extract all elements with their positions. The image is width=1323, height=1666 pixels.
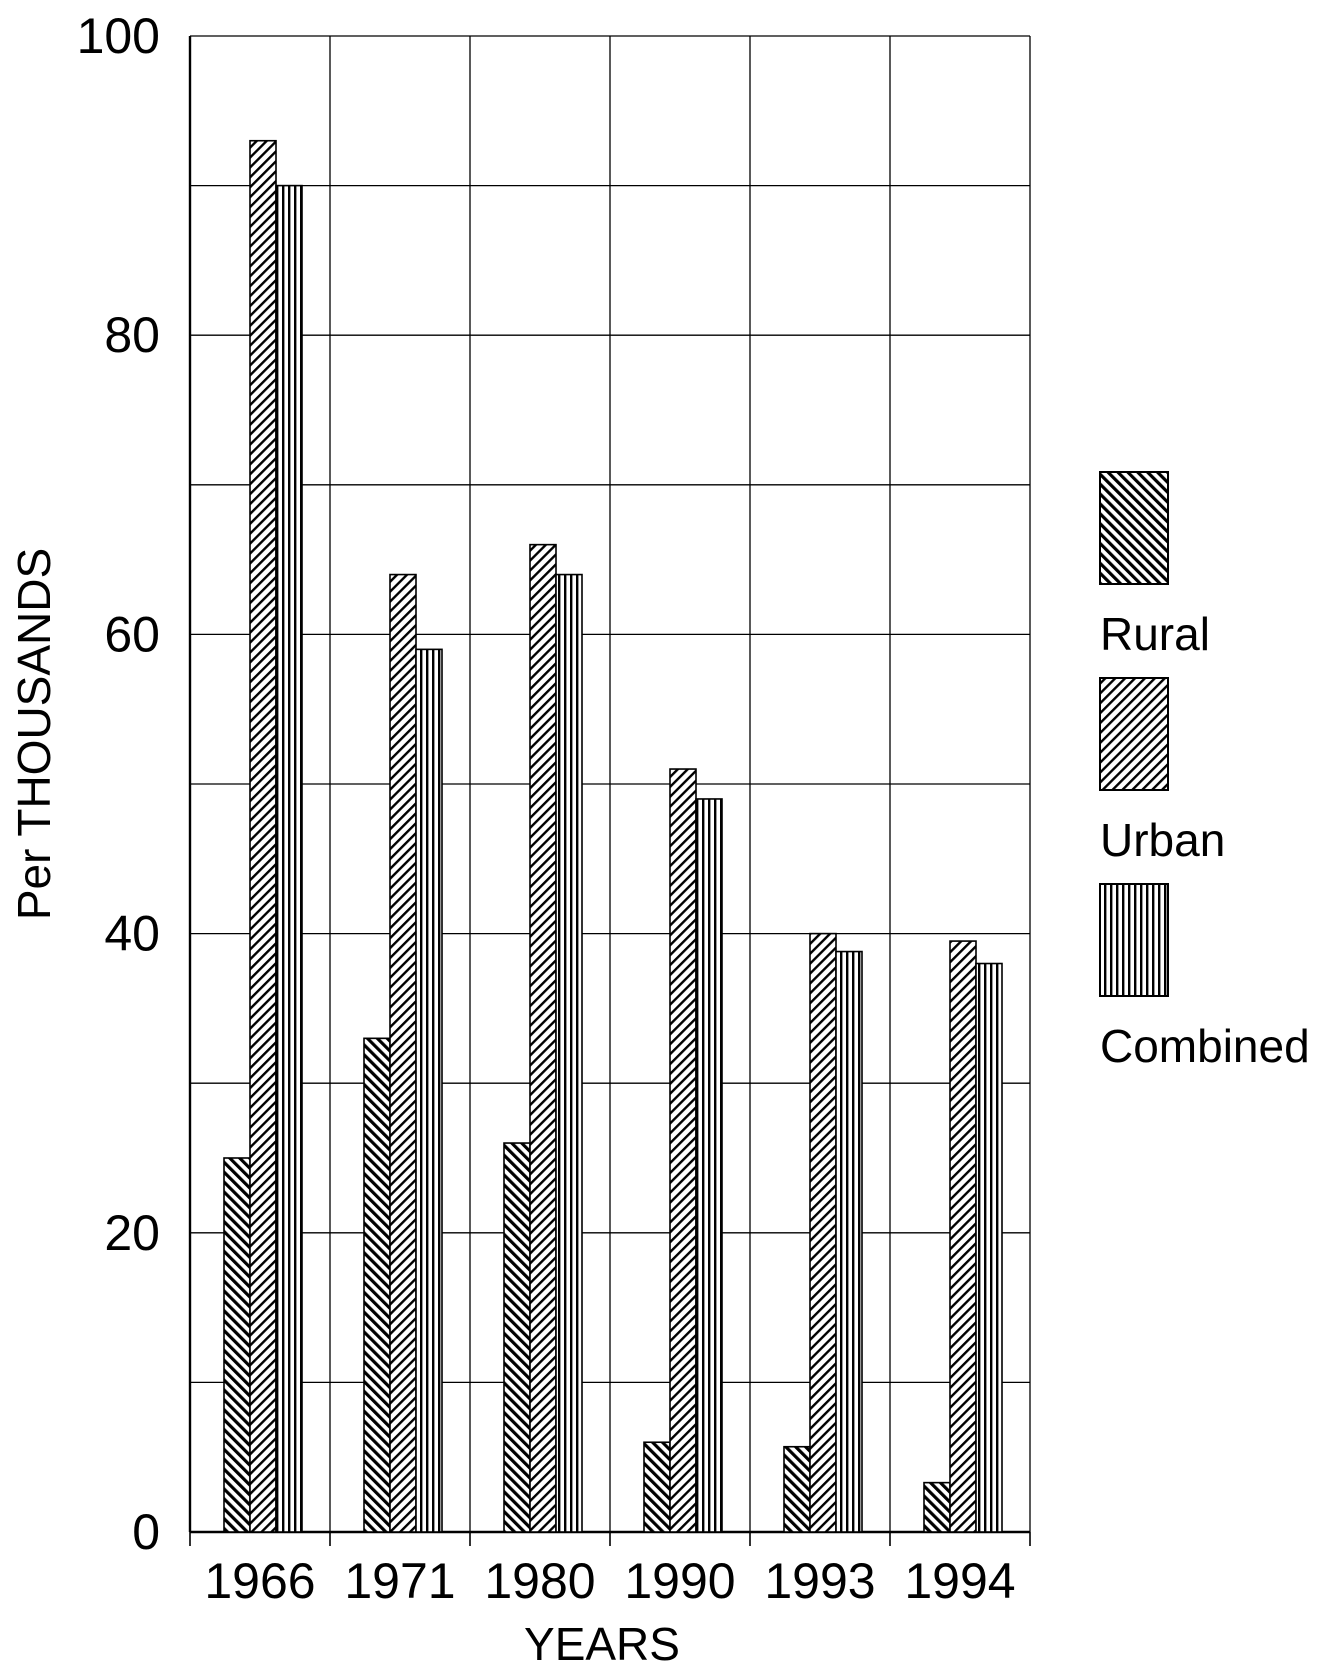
- bar-rural-1966: [223, 1157, 251, 1533]
- legend: Rural Urban Combined: [1099, 471, 1310, 1072]
- bar-urban-1994: [949, 940, 977, 1533]
- x-tick-label: 1994: [904, 1553, 1015, 1609]
- x-tick-label: 1980: [484, 1553, 595, 1609]
- bar-combined-1966: [275, 184, 303, 1533]
- x-tick-label: 1990: [624, 1553, 735, 1609]
- x-axis-title: YEARS: [524, 1618, 680, 1666]
- legend-label-urban: Urban: [1100, 814, 1225, 866]
- x-tick-label: 1993: [764, 1553, 875, 1609]
- bars: [223, 139, 1003, 1533]
- legend-label-rural: Rural: [1100, 608, 1210, 660]
- bar-urban-1971: [389, 573, 417, 1533]
- bar-rural-1990: [643, 1441, 671, 1533]
- bar-rural-1993: [783, 1445, 811, 1533]
- legend-swatch-rural: [1099, 471, 1169, 585]
- y-axis-title: Per THOUSANDS: [8, 548, 60, 920]
- grid-lines: [188, 35, 1031, 1546]
- bar-rural-1971: [363, 1037, 391, 1533]
- legend-swatch-combined: [1099, 883, 1169, 997]
- axis-labels: 0 20 40 60 80 100 1966 1971 1980 1990 1993 1994 YEAR…: [8, 8, 1016, 1666]
- bar-combined-1994: [975, 962, 1003, 1533]
- y-tick-label: 40: [104, 906, 160, 962]
- legend-swatch-urban: [1099, 677, 1169, 791]
- bar-combined-1971: [415, 648, 443, 1533]
- bar-combined-1990: [695, 798, 723, 1533]
- legend-label-combined: Combined: [1100, 1020, 1310, 1072]
- x-tick-label: 1966: [204, 1553, 315, 1609]
- y-tick-label: 80: [104, 307, 160, 363]
- y-tick-label: 20: [104, 1205, 160, 1261]
- bar-combined-1980: [555, 573, 583, 1533]
- y-tick-label: 100: [77, 8, 160, 64]
- y-tick-label: 60: [104, 606, 160, 662]
- bar-urban-1966: [249, 139, 277, 1533]
- bar-urban-1990: [669, 768, 697, 1533]
- bar-rural-1994: [923, 1481, 951, 1533]
- bar-urban-1980: [529, 543, 557, 1533]
- x-tick-label: 1971: [344, 1553, 455, 1609]
- bar-urban-1993: [809, 932, 837, 1533]
- bar-rural-1980: [503, 1142, 531, 1533]
- y-tick-label: 0: [132, 1504, 160, 1560]
- bar-combined-1993: [835, 950, 863, 1533]
